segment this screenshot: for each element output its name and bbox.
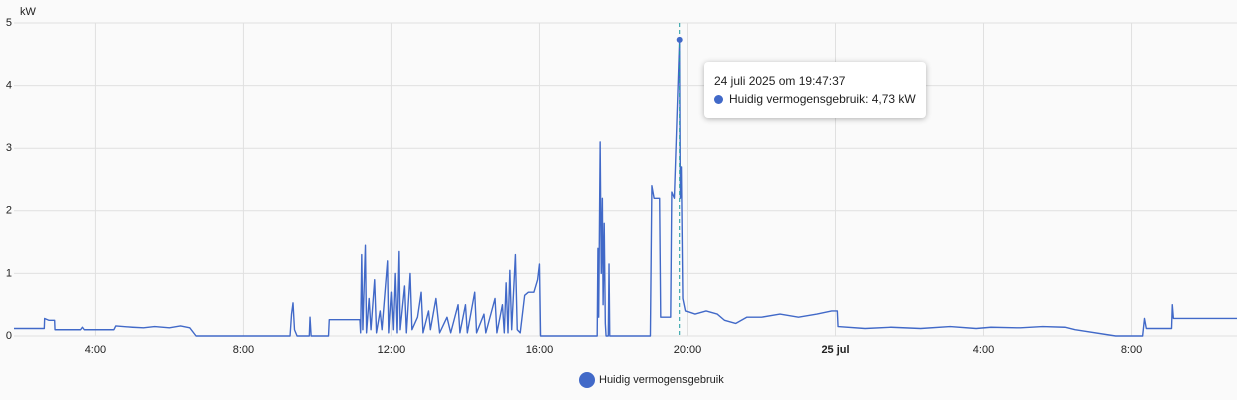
y-tick-label: 0 [6, 330, 12, 342]
legend-marker[interactable] [579, 372, 595, 388]
tooltip-row: Huidig vermogensgebruik: 4,73 kW [714, 90, 916, 108]
tooltip-label: Huidig vermogensgebruik: 4,73 kW [729, 92, 916, 106]
y-axis-label: kW [20, 6, 37, 18]
hover-point [676, 36, 683, 43]
x-tick-label: 20:00 [674, 344, 702, 356]
x-tick-label: 8:00 [233, 344, 254, 356]
x-tick-label: 8:00 [1121, 344, 1142, 356]
x-tick-label: 4:00 [973, 344, 994, 356]
y-tick-label: 1 [6, 267, 12, 279]
legend-label[interactable]: Huidig vermogensgebruik [599, 374, 724, 386]
tooltip: 24 juli 2025 om 19:47:37 Huidig vermogen… [704, 62, 926, 118]
y-tick-label: 3 [6, 142, 12, 154]
tooltip-marker [714, 95, 723, 104]
series-line [14, 39, 1237, 337]
x-tick-label: 25 jul [821, 344, 849, 356]
x-tick-label: 12:00 [378, 344, 406, 356]
tooltip-title: 24 juli 2025 om 19:47:37 [714, 74, 846, 88]
y-tick-label: 4 [6, 80, 12, 92]
x-tick-label: 4:00 [85, 344, 106, 356]
y-tick-label: 2 [6, 205, 12, 217]
y-tick-label: 5 [6, 17, 12, 29]
x-tick-label: 16:00 [526, 344, 554, 356]
